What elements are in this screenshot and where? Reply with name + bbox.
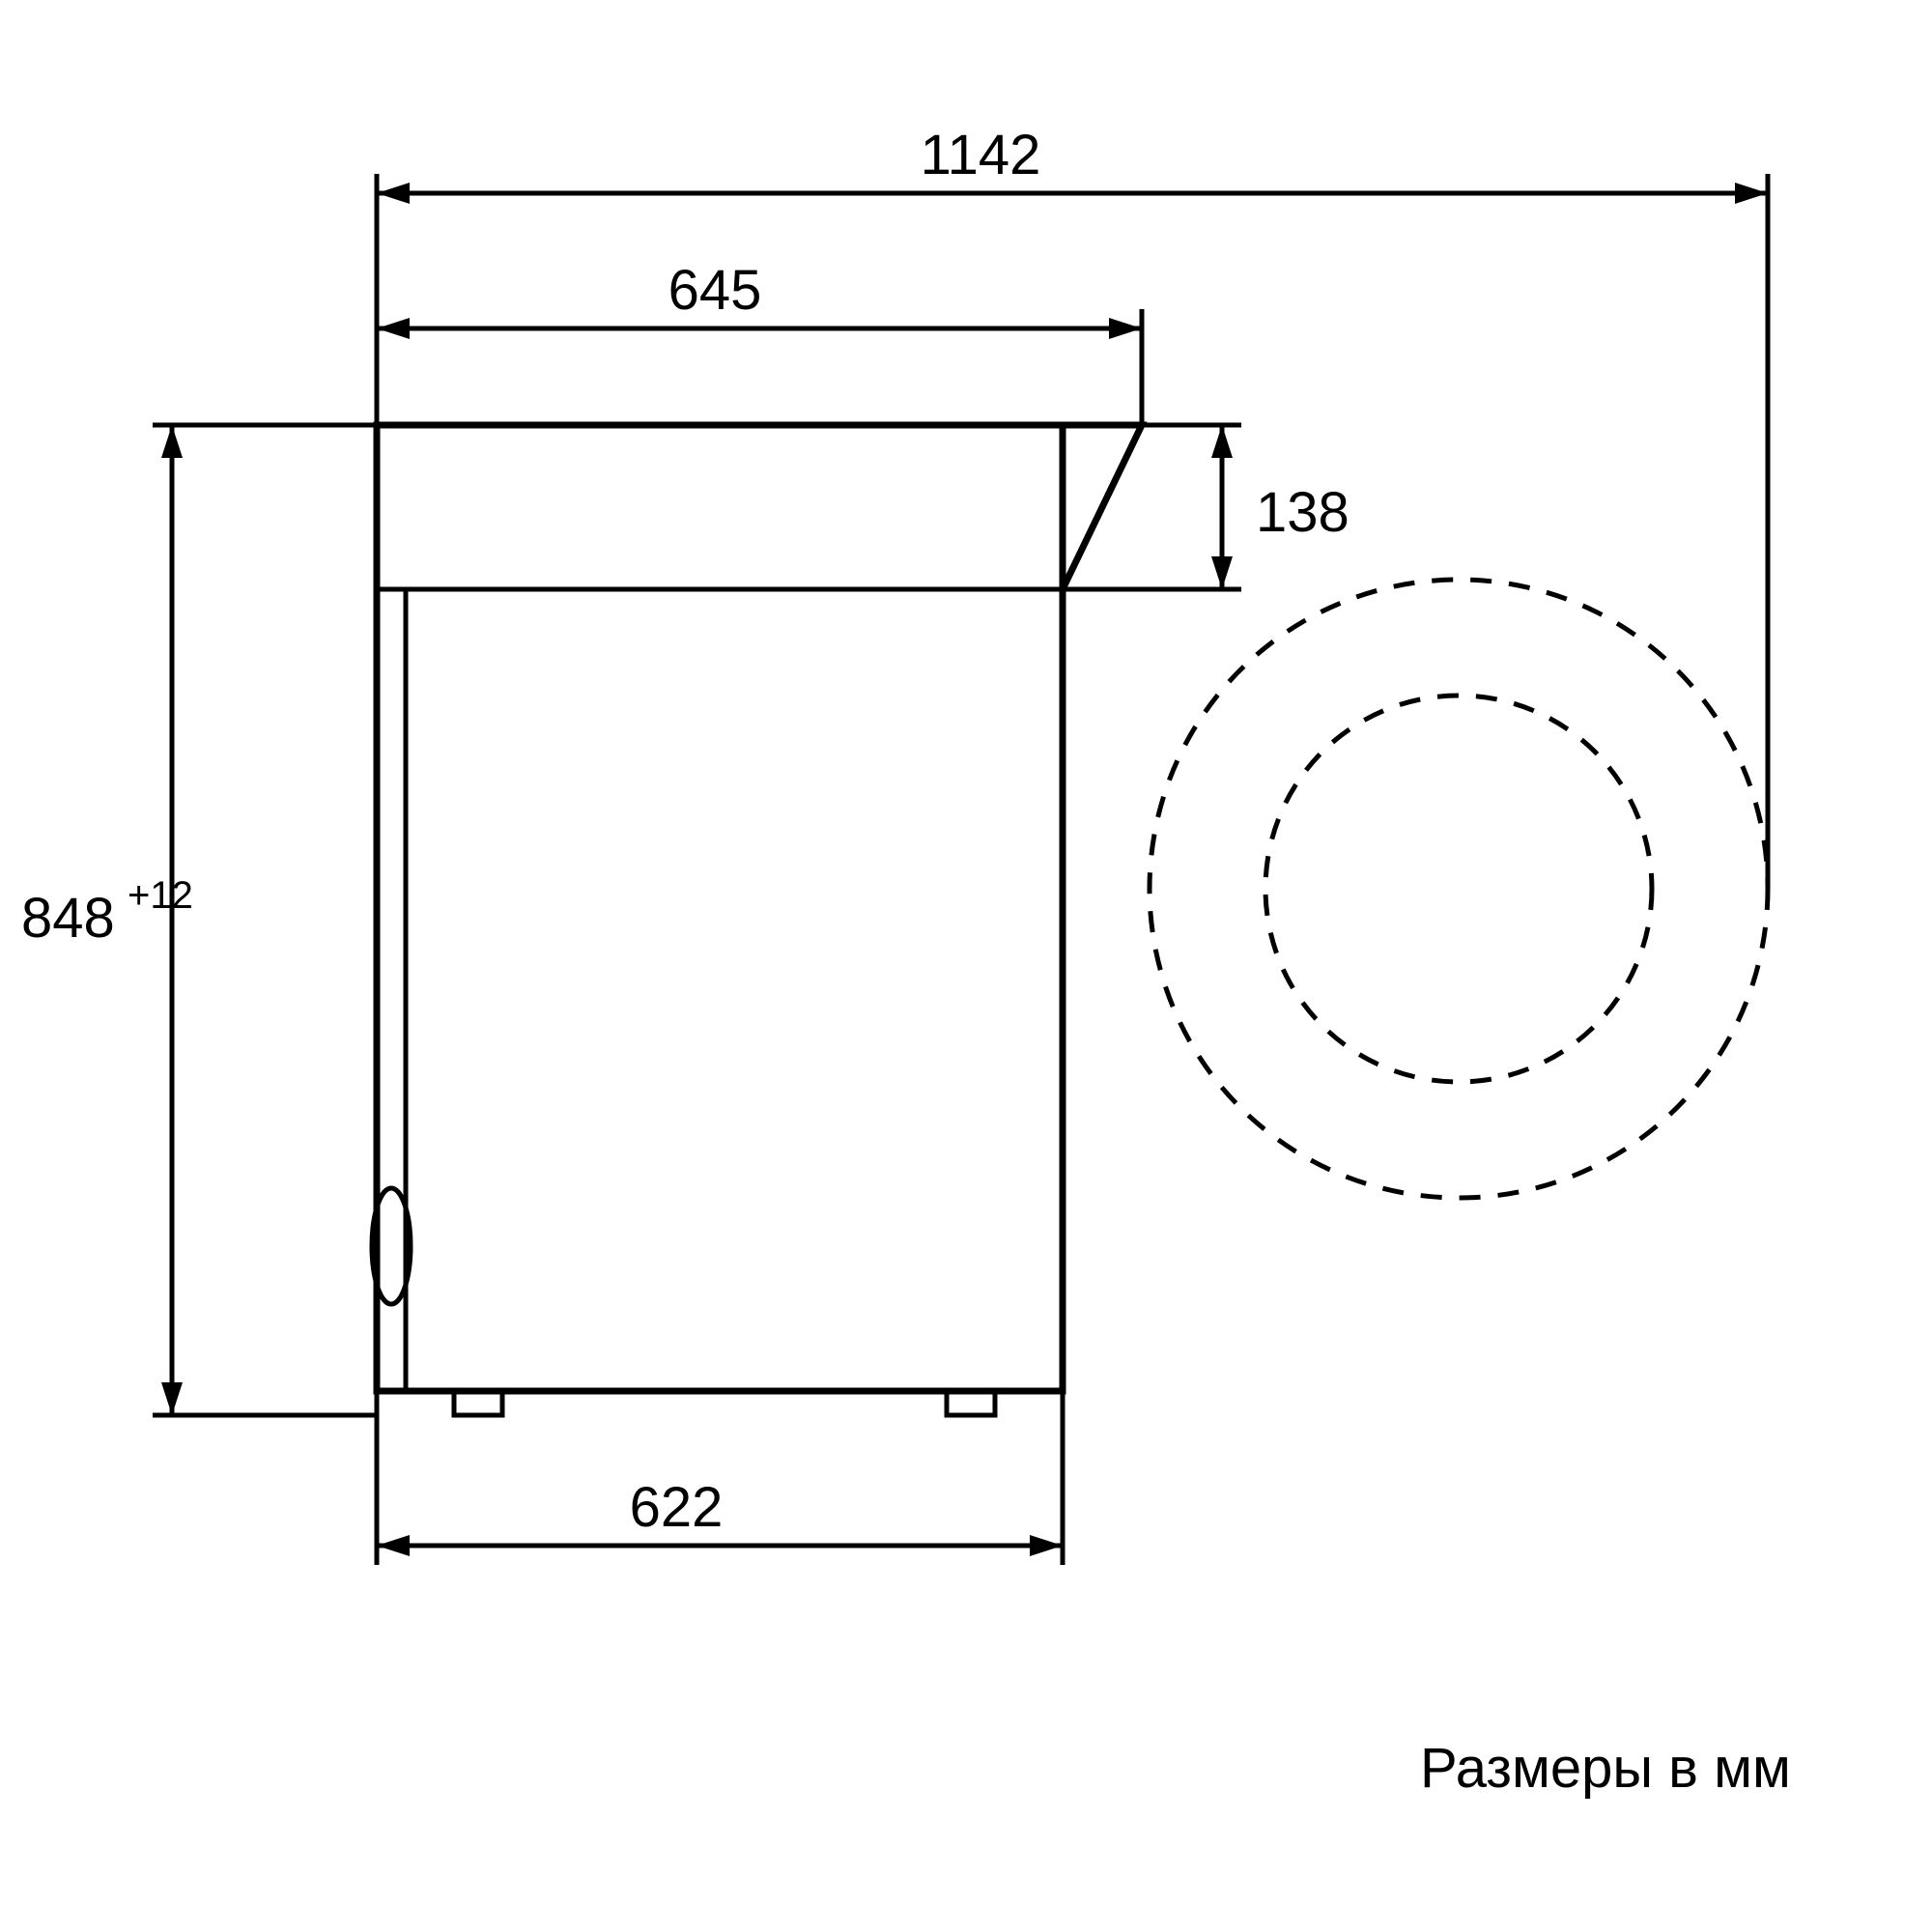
dim-label-height_848: 848	[21, 887, 115, 950]
dim-label-width_645: 645	[668, 259, 762, 322]
dim-width_645: 645	[668, 259, 762, 322]
dim-width_1142: 1142	[921, 124, 1041, 186]
dim-sup-height_848: +12	[128, 874, 193, 917]
appliance-body	[377, 425, 1063, 1391]
dim-label-width_622: 622	[630, 1476, 724, 1539]
dim-label-height_138: 138	[1256, 481, 1350, 544]
appliance-panel	[1063, 425, 1142, 589]
dim-width_622: 622	[630, 1476, 724, 1539]
appliance-foot-0	[454, 1391, 502, 1415]
door-swing-inner	[1265, 696, 1652, 1082]
caption-units: Размеры в мм	[1420, 1737, 1791, 1800]
appliance-foot-1	[947, 1391, 995, 1415]
door-swing-outer	[1150, 580, 1768, 1198]
dim-label-width_1142: 1142	[921, 124, 1041, 186]
